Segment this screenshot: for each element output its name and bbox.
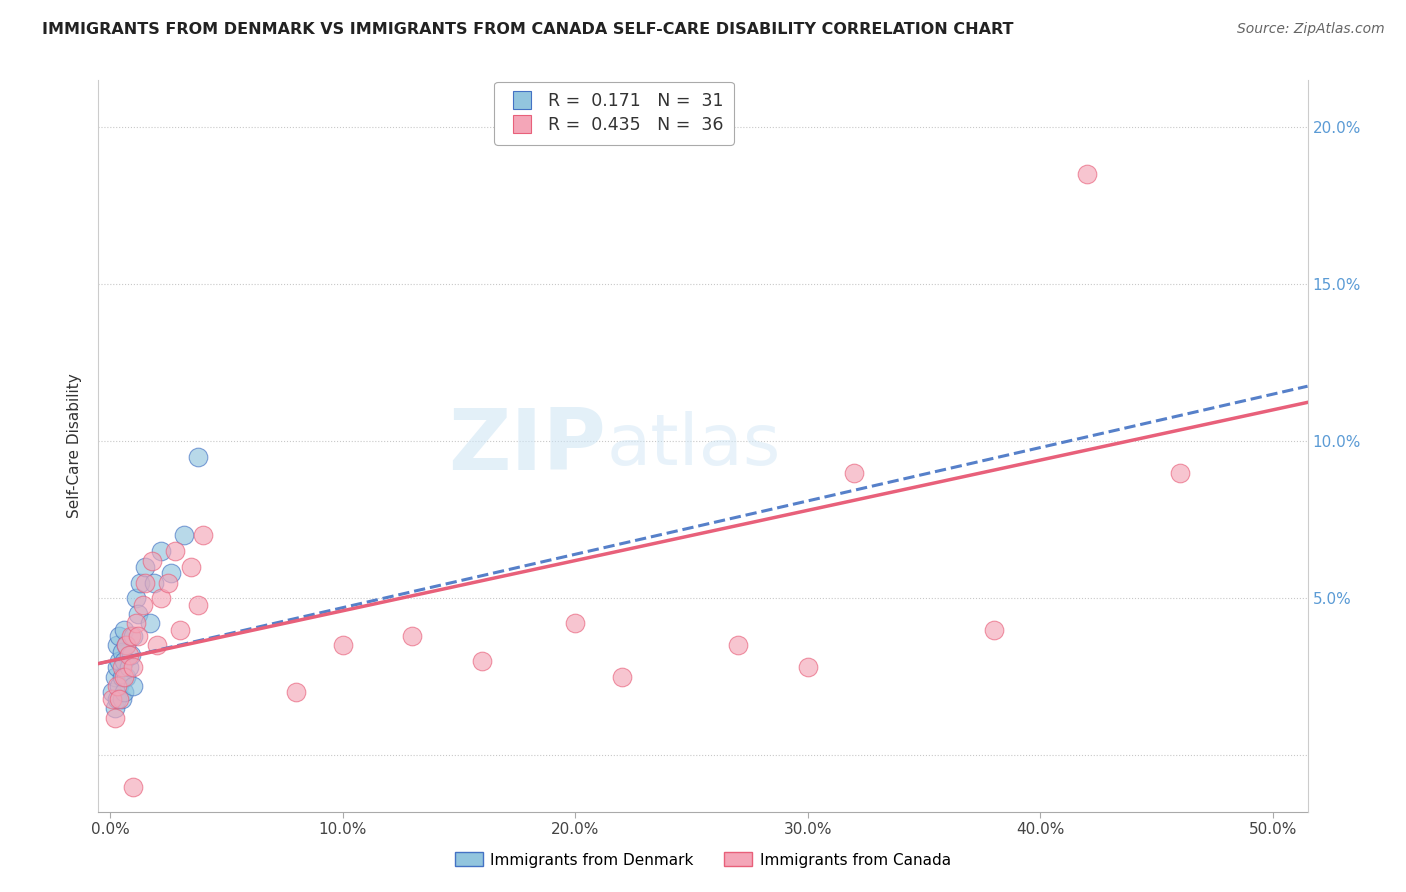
Point bbox=[105, 679, 128, 693]
Point bbox=[112, 623, 135, 637]
Point bbox=[141, 553, 163, 567]
Point bbox=[115, 638, 138, 652]
Point bbox=[191, 528, 214, 542]
Text: IMMIGRANTS FROM DENMARK VS IMMIGRANTS FROM CANADA SELF-CARE DISABILITY CORRELATI: IMMIGRANTS FROM DENMARK VS IMMIGRANTS FR… bbox=[42, 22, 1014, 37]
Point bbox=[471, 654, 494, 668]
Point bbox=[134, 575, 156, 590]
Point bbox=[727, 638, 749, 652]
Point bbox=[157, 575, 180, 590]
Legend: R =  0.171   N =  31, R =  0.435   N =  36: R = 0.171 N = 31, R = 0.435 N = 36 bbox=[494, 82, 734, 145]
Point bbox=[127, 629, 149, 643]
Point bbox=[111, 645, 134, 659]
Point bbox=[105, 691, 128, 706]
Text: ZIP: ZIP bbox=[449, 404, 606, 488]
Point bbox=[332, 638, 354, 652]
Point bbox=[112, 670, 135, 684]
Point bbox=[108, 691, 131, 706]
Point bbox=[122, 780, 145, 794]
Point bbox=[844, 466, 866, 480]
Point bbox=[143, 575, 166, 590]
Text: atlas: atlas bbox=[606, 411, 780, 481]
Point bbox=[104, 701, 127, 715]
Text: Source: ZipAtlas.com: Source: ZipAtlas.com bbox=[1237, 22, 1385, 37]
Point bbox=[111, 670, 134, 684]
Y-axis label: Self-Care Disability: Self-Care Disability bbox=[67, 374, 83, 518]
Point bbox=[111, 660, 134, 674]
Point bbox=[118, 660, 141, 674]
Point bbox=[122, 660, 145, 674]
Legend: Immigrants from Denmark, Immigrants from Canada: Immigrants from Denmark, Immigrants from… bbox=[450, 847, 956, 873]
Point bbox=[134, 559, 156, 574]
Point bbox=[150, 591, 173, 606]
Point bbox=[610, 670, 633, 684]
Point bbox=[129, 575, 152, 590]
Point bbox=[138, 616, 160, 631]
Point bbox=[108, 654, 131, 668]
Point bbox=[104, 710, 127, 724]
Point bbox=[124, 591, 146, 606]
Point bbox=[1168, 466, 1191, 480]
Point bbox=[112, 654, 135, 668]
Point bbox=[401, 629, 423, 643]
Point bbox=[564, 616, 586, 631]
Point bbox=[796, 660, 818, 674]
Point bbox=[145, 638, 167, 652]
Point bbox=[180, 559, 202, 574]
Point bbox=[115, 638, 138, 652]
Point bbox=[105, 638, 128, 652]
Point bbox=[118, 648, 141, 662]
Point bbox=[187, 450, 209, 464]
Point bbox=[124, 616, 146, 631]
Point bbox=[122, 679, 145, 693]
Point bbox=[111, 691, 134, 706]
Point bbox=[131, 598, 153, 612]
Point bbox=[165, 544, 187, 558]
Point bbox=[159, 566, 181, 581]
Point bbox=[120, 629, 142, 643]
Point bbox=[104, 670, 127, 684]
Point bbox=[101, 685, 124, 699]
Point bbox=[173, 528, 195, 542]
Point bbox=[122, 629, 145, 643]
Point bbox=[169, 623, 191, 637]
Point bbox=[105, 660, 128, 674]
Point bbox=[187, 598, 209, 612]
Point bbox=[115, 670, 138, 684]
Point bbox=[108, 629, 131, 643]
Point bbox=[285, 685, 308, 699]
Point bbox=[112, 685, 135, 699]
Point bbox=[983, 623, 1005, 637]
Point bbox=[101, 691, 124, 706]
Point bbox=[127, 607, 149, 621]
Point bbox=[120, 648, 142, 662]
Point bbox=[108, 679, 131, 693]
Point bbox=[150, 544, 173, 558]
Point bbox=[1076, 168, 1098, 182]
